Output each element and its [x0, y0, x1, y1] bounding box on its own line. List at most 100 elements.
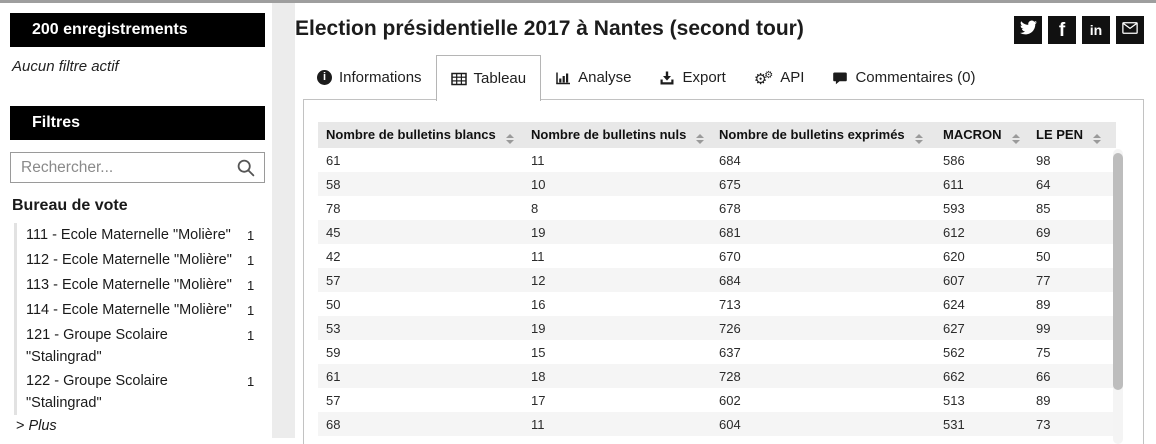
sort-icon[interactable] [914, 133, 923, 144]
table-row[interactable]: 50 16 713 624 89 [318, 292, 1116, 316]
facet-item-label[interactable]: 122 - Groupe Scolaire "Stalingrad" [26, 373, 168, 411]
download-icon [659, 70, 675, 86]
table-cell: 58 [326, 176, 341, 192]
linkedin-share-button[interactable]: in [1082, 16, 1110, 44]
table-row[interactable]: 53 19 726 627 99 [318, 316, 1116, 340]
table-cell: 662 [943, 368, 965, 384]
table-cell: 85 [1036, 200, 1051, 216]
table-cell: 89 [1036, 296, 1051, 312]
tab-informations[interactable]: i Informations [303, 55, 436, 100]
tab-label: Export [682, 69, 726, 86]
table-cell: 513 [943, 392, 965, 408]
table-cell: 607 [943, 272, 965, 288]
gears-icon: ⚙⚙ [753, 70, 774, 88]
table-cell: 681 [719, 224, 741, 240]
facet-item[interactable]: 111 - Ecole Maternelle "Molière" 1 [26, 223, 265, 248]
table-cell: 624 [943, 296, 965, 312]
table-row[interactable]: 59 15 637 562 75 [318, 340, 1116, 364]
facebook-share-button[interactable]: f [1048, 16, 1076, 44]
table-cell: 89 [1036, 392, 1051, 408]
facet-search-box[interactable] [10, 152, 265, 183]
table-row[interactable]: 45 19 681 612 69 [318, 220, 1116, 244]
facet-item-count: 1 [247, 228, 255, 243]
facet-item-label[interactable]: 121 - Groupe Scolaire "Stalingrad" [26, 327, 168, 365]
table-cell: 15 [531, 344, 546, 360]
tab-export[interactable]: Export [645, 55, 739, 100]
facet-item-label[interactable]: 113 - Ecole Maternelle "Molière" [26, 277, 232, 293]
email-envelope-icon [1121, 19, 1139, 42]
search-icon[interactable] [236, 158, 256, 178]
facet-item-count: 1 [247, 278, 255, 293]
table-cell: 612 [943, 224, 965, 240]
table-row[interactable]: 42 11 670 620 50 [318, 244, 1116, 268]
facet-item-count: 1 [247, 374, 255, 389]
column-header-le-pen[interactable]: LE PEN [1028, 122, 1116, 148]
tab-commentaires[interactable]: Commentaires (0) [818, 55, 989, 100]
tab-api[interactable]: ⚙⚙ API [740, 55, 819, 100]
table-cell: 620 [943, 248, 965, 264]
table-cell: 8 [531, 200, 539, 216]
column-label: Nombre de bulletins blancs [326, 126, 496, 142]
sort-icon[interactable] [1092, 133, 1101, 144]
table-row[interactable]: 57 12 684 607 77 [318, 268, 1116, 292]
records-table: Nombre de bulletins blancs Nombre de bul… [318, 122, 1116, 436]
facet-item-count: 1 [247, 303, 255, 318]
tab-tableau[interactable]: Tableau [435, 55, 542, 101]
column-label: Nombre de bulletins nuls [531, 126, 687, 142]
sort-icon[interactable] [1011, 133, 1020, 144]
column-header-bulletins-exprimes[interactable]: Nombre de bulletins exprimés [711, 122, 935, 148]
table-cell: 562 [943, 344, 965, 360]
email-share-button[interactable] [1116, 16, 1144, 44]
table-cell: 99 [1036, 320, 1051, 336]
table-cell: 78 [326, 200, 341, 216]
table-cell: 77 [1036, 272, 1051, 288]
facet-item[interactable]: 122 - Groupe Scolaire "Stalingrad" 1 [26, 369, 265, 415]
column-header-bulletins-blancs[interactable]: Nombre de bulletins blancs [318, 122, 523, 148]
table-scrollbar-thumb[interactable] [1113, 153, 1123, 390]
table-row[interactable]: 58 10 675 611 64 [318, 172, 1116, 196]
info-icon: i [317, 70, 332, 85]
tab-analyse[interactable]: Analyse [541, 55, 645, 100]
column-label: MACRON [943, 126, 1002, 142]
table-cell: 726 [719, 320, 741, 336]
facet-item-count: 1 [247, 253, 255, 268]
page-title: Election présidentielle 2017 à Nantes (s… [295, 17, 804, 40]
table-cell: 98 [1036, 152, 1051, 168]
facet-item-label[interactable]: 114 - Ecole Maternelle "Molière" [26, 302, 232, 318]
table-cell: 50 [326, 296, 341, 312]
table-cell: 59 [326, 344, 341, 360]
facet-item-label[interactable]: 112 - Ecole Maternelle "Molière" [26, 252, 232, 268]
table-body: 61 11 684 586 98 58 10 675 611 64 78 8 678 593 85 45 19 6… [318, 148, 1116, 436]
table-row[interactable]: 61 11 684 586 98 [318, 148, 1116, 172]
table-row[interactable]: 68 11 604 531 73 [318, 412, 1116, 436]
table-cell: 586 [943, 152, 965, 168]
table-row[interactable]: 61 18 728 662 66 [318, 364, 1116, 388]
table-cell: 602 [719, 392, 741, 408]
table-row[interactable]: 57 17 602 513 89 [318, 388, 1116, 412]
table-cell: 57 [326, 392, 341, 408]
sort-icon[interactable] [505, 133, 514, 144]
table-cell: 64 [1036, 176, 1051, 192]
tab-label: Informations [339, 69, 422, 86]
layout-gutter [272, 3, 295, 438]
sort-icon[interactable] [696, 133, 705, 144]
column-header-bulletins-nuls[interactable]: Nombre de bulletins nuls [523, 122, 711, 148]
table-cell: 53 [326, 320, 341, 336]
search-input[interactable] [11, 153, 264, 182]
twitter-share-button[interactable] [1014, 16, 1042, 44]
table-header-row: Nombre de bulletins blancs Nombre de bul… [318, 122, 1116, 148]
facet-item[interactable]: 112 - Ecole Maternelle "Molière" 1 [26, 248, 265, 273]
filters-banner: Filtres [10, 106, 265, 140]
column-header-macron[interactable]: MACRON [935, 122, 1028, 148]
comments-icon [832, 70, 848, 86]
facet-item[interactable]: 114 - Ecole Maternelle "Molière" 1 [26, 298, 265, 323]
table-cell: 593 [943, 200, 965, 216]
facet-item-label[interactable]: 111 - Ecole Maternelle "Molière" [26, 227, 231, 243]
facet-item[interactable]: 121 - Groupe Scolaire "Stalingrad" 1 [26, 323, 265, 369]
facet-item[interactable]: 113 - Ecole Maternelle "Molière" 1 [26, 273, 265, 298]
table-cell: 45 [326, 224, 341, 240]
table-row[interactable]: 78 8 678 593 85 [318, 196, 1116, 220]
table-cell: 61 [326, 152, 341, 168]
facet-more-link[interactable]: > Plus [16, 418, 272, 434]
dataset-tabs: i Informations Tableau [303, 55, 989, 101]
